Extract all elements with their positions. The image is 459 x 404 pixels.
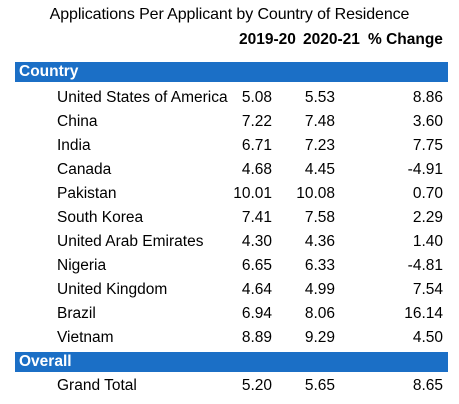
row-country-name: Pakistan [57, 185, 117, 202]
table-row: China 7.22 7.48 3.60 [0, 110, 459, 134]
section-label-country: Country [19, 63, 79, 80]
row-value-2019-20: 4.68 [241, 161, 272, 178]
row-value-2019-20: 10.01 [233, 185, 272, 202]
row-value-2019-20: 6.94 [241, 305, 272, 322]
column-header-2020-21: 2020-21 [303, 31, 360, 48]
row-value-percent-change: 1.40 [412, 233, 443, 250]
row-country-name: Nigeria [57, 257, 107, 274]
row-value-percent-change: 4.50 [412, 329, 443, 346]
row-value-2020-21: 4.45 [304, 161, 335, 178]
column-header-2019-20: 2019-20 [239, 31, 296, 48]
row-value-2020-21: 9.29 [304, 329, 335, 346]
row-value-percent-change: 7.75 [412, 137, 443, 154]
row-value-2020-21: 4.36 [304, 233, 335, 250]
row-value-2019-20: 6.65 [241, 257, 272, 274]
row-value-2020-21: 7.23 [304, 137, 335, 154]
row-value-percent-change: 8.86 [412, 89, 443, 106]
grand-total-percent-change: 8.65 [412, 377, 443, 394]
table-row: Pakistan 10.01 10.08 0.70 [0, 182, 459, 206]
section-band-overall: Overall [15, 352, 448, 372]
table-row: Canada 4.68 4.45 -4.91 [0, 158, 459, 182]
row-value-percent-change: 3.60 [412, 113, 443, 130]
row-value-percent-change: -4.81 [407, 257, 443, 274]
row-value-2020-21: 5.53 [304, 89, 335, 106]
table-row: United States of America 5.08 5.53 8.86 [0, 86, 459, 110]
row-value-2019-20: 6.71 [241, 137, 272, 154]
row-value-2020-21: 6.33 [304, 257, 335, 274]
grand-total-row: Grand Total 5.20 5.65 8.65 [0, 374, 459, 398]
grand-total-2020-21: 5.65 [304, 377, 335, 394]
row-country-name: Vietnam [57, 329, 114, 346]
table-row: United Arab Emirates 4.30 4.36 1.40 [0, 230, 459, 254]
row-value-2019-20: 7.41 [241, 209, 272, 226]
table-row: United Kingdom 4.64 4.99 7.54 [0, 278, 459, 302]
table-title: Applications Per Applicant by Country of… [49, 6, 410, 23]
table-row: Vietnam 8.89 9.29 4.50 [0, 326, 459, 350]
section-label-overall: Overall [19, 353, 72, 370]
row-value-percent-change: 0.70 [412, 185, 443, 202]
row-value-2020-21: 7.48 [304, 113, 335, 130]
row-country-name: Canada [57, 161, 112, 178]
section-band-country: Country [15, 62, 448, 82]
row-value-2020-21: 10.08 [296, 185, 335, 202]
table-row: India 6.71 7.23 7.75 [0, 134, 459, 158]
row-value-percent-change: -4.91 [407, 161, 443, 178]
row-value-percent-change: 2.29 [412, 209, 443, 226]
row-value-2020-21: 7.58 [304, 209, 335, 226]
row-country-name: India [57, 137, 91, 154]
row-value-2019-20: 8.89 [241, 329, 272, 346]
row-value-2020-21: 8.06 [304, 305, 335, 322]
row-value-percent-change: 16.14 [404, 305, 443, 322]
row-country-name: United Arab Emirates [57, 233, 204, 250]
grand-total-label: Grand Total [57, 377, 137, 394]
table-row: Nigeria 6.65 6.33 -4.81 [0, 254, 459, 278]
row-value-2019-20: 5.08 [241, 89, 272, 106]
column-header-percent-change: % Change [368, 31, 443, 48]
row-value-2020-21: 4.99 [304, 281, 335, 298]
row-value-percent-change: 7.54 [412, 281, 443, 298]
row-country-name: United Kingdom [57, 281, 168, 298]
row-country-name: China [57, 113, 98, 130]
row-country-name: Brazil [57, 305, 96, 322]
table-row: Brazil 6.94 8.06 16.14 [0, 302, 459, 326]
row-country-name: United States of America [57, 89, 228, 106]
row-value-2019-20: 7.22 [241, 113, 272, 130]
row-country-name: South Korea [57, 209, 144, 226]
table-row: South Korea 7.41 7.58 2.29 [0, 206, 459, 230]
grand-total-2019-20: 5.20 [241, 377, 272, 394]
row-value-2019-20: 4.64 [241, 281, 272, 298]
row-value-2019-20: 4.30 [241, 233, 272, 250]
